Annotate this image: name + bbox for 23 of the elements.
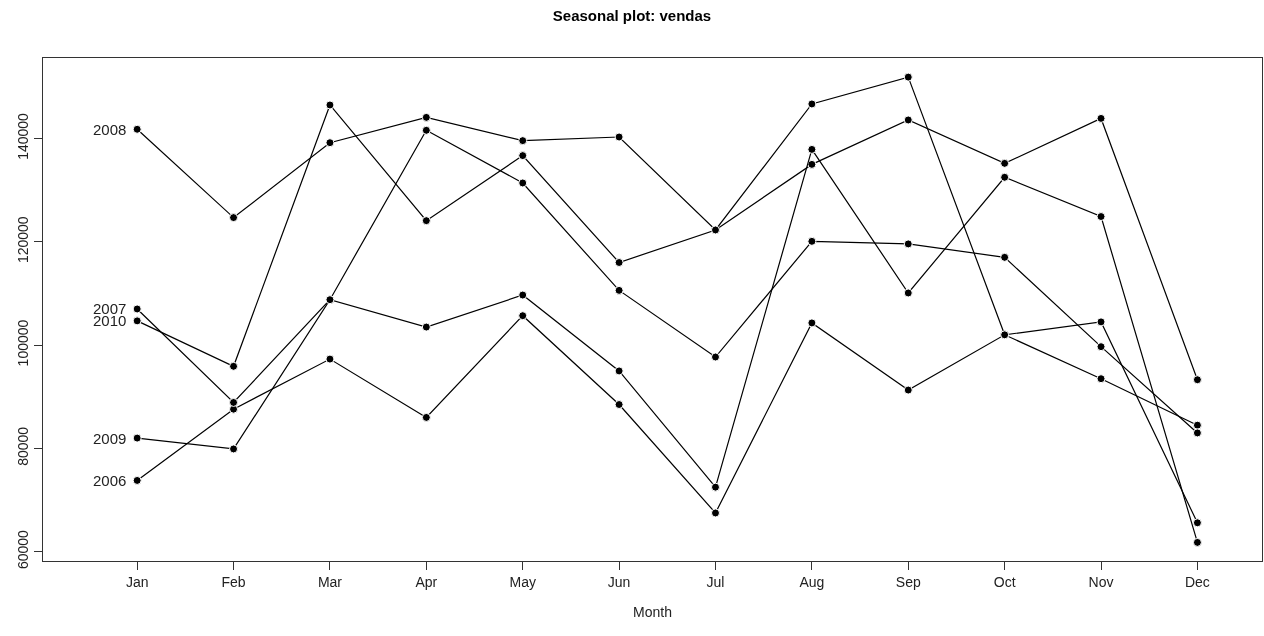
x-tick-label: Apr xyxy=(415,573,438,590)
y-tick-label: 140000 xyxy=(15,112,32,160)
x-tick-label: Jul xyxy=(706,573,725,590)
x-tick-label: Mar xyxy=(317,573,343,590)
x-tick-label: Jun xyxy=(607,573,631,590)
x-tick-label: Nov xyxy=(1088,573,1114,590)
series-label: 2008 xyxy=(93,121,127,138)
series-label: 2009 xyxy=(93,430,127,447)
series-label: 2007 xyxy=(93,300,127,317)
x-tick-label: Oct xyxy=(993,573,1016,590)
y-tick-label: 80000 xyxy=(15,426,32,466)
series-label: 2006 xyxy=(93,472,127,489)
x-tick-label: Jan xyxy=(125,573,149,590)
y-tick-label: 100000 xyxy=(15,319,32,367)
x-tick-label: May xyxy=(509,573,536,590)
x-tick-label: Dec xyxy=(1184,573,1210,590)
x-axis-title: Month xyxy=(633,604,672,621)
y-tick-label: 120000 xyxy=(15,216,32,264)
x-tick-label: Aug xyxy=(799,573,825,590)
x-tick-label: Feb xyxy=(221,573,246,590)
chart-title: Seasonal plot: vendas xyxy=(552,7,712,25)
y-tick-label: 60000 xyxy=(15,529,32,570)
x-tick-label: Sep xyxy=(895,573,921,590)
